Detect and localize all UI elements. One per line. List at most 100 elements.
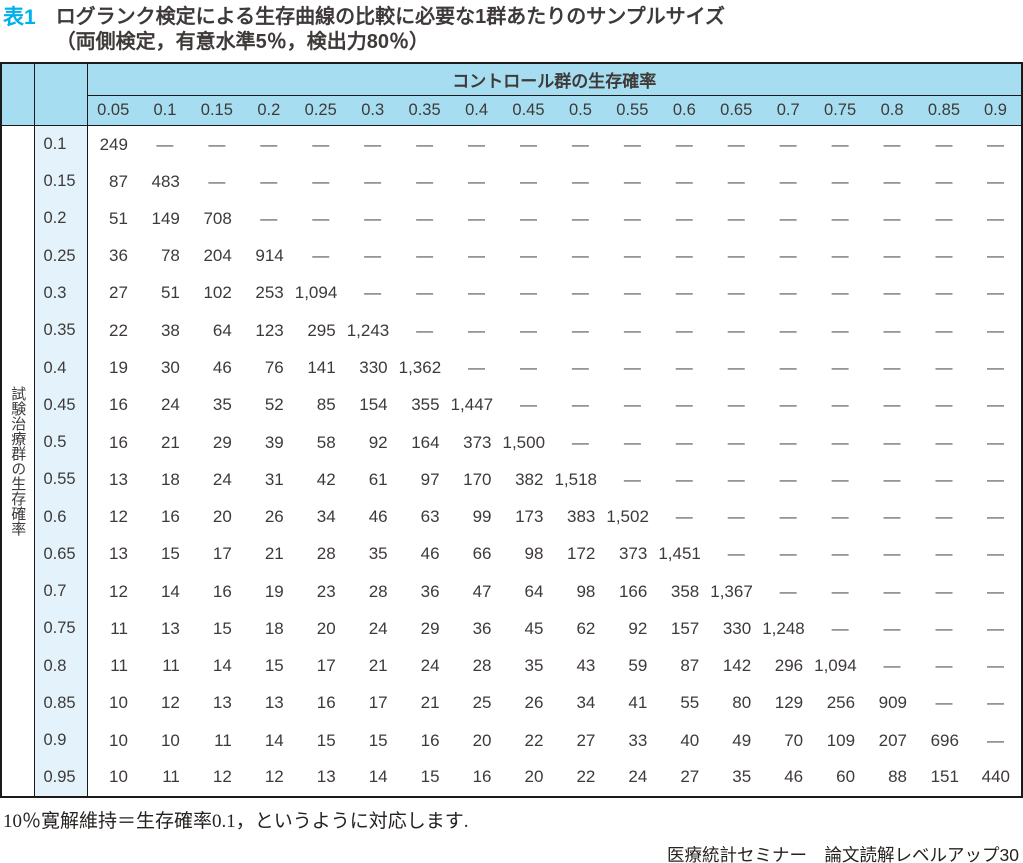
sample-size-cell: 70 [784,730,804,750]
sample-size-cell: 204 [203,246,232,266]
sample-size-cell: 24 [368,618,388,638]
empty-cell: — [727,469,745,489]
sample-size-cell: 157 [670,618,700,638]
sample-size-cell: 10 [109,767,128,787]
table-row: 0.6 12 16 20 26 34 46 63 99 173 383 1,502 — — — — — — — [1,498,1022,536]
sample-size-cell: 85 [316,395,336,415]
table-row: 0.85 10 12 13 13 16 17 21 25 26 34 41 55 80 129 256 909 —… [1,684,1022,723]
sample-size-cell: 12 [109,581,128,601]
sample-size-cell: 88 [888,767,907,787]
col-label: 0.75 [814,95,867,127]
sample-size-cell: 92 [368,432,388,452]
row-label: 0.95 [34,759,88,797]
empty-cell: — [883,581,901,601]
title-line-1: ログランク検定による生存曲線の比較に必要な1群あたりのサンプルサイズ [55,6,726,28]
sample-size-cell: 33 [628,730,648,750]
sample-size-cell: 12 [160,693,180,713]
header-row-group: コントロール群の生存確率 [1,62,1022,127]
empty-cell: — [935,544,953,564]
sample-size-table: コントロール群の生存確率 0.05 0.1 0.15 0.2 0.25 0.3 0.35 0.… [0,61,1023,798]
sample-size-cell: 355 [411,395,440,415]
empty-cell: — [675,320,693,340]
sample-size-cell: 15 [368,730,388,750]
empty-cell: — [675,358,693,377]
empty-cell: — [623,171,641,191]
empty-cell: — [831,618,849,638]
sample-size-cell: 256 [826,693,856,713]
sample-size-cell: 1,243 [346,320,390,340]
empty-cell: — [883,507,901,527]
sample-size-cell: 15 [212,618,232,638]
sample-size-cell: 253 [255,283,284,303]
empty-cell: — [935,320,953,340]
sample-size-cell: 46 [212,358,232,377]
sample-size-cell: 21 [160,432,180,452]
col-label: 0.45 [502,95,555,127]
empty-cell: — [779,134,797,154]
sample-size-cell: 10 [109,730,128,750]
sample-size-cell: 15 [420,767,440,787]
empty-cell: — [883,208,901,228]
empty-cell: — [883,656,901,676]
sample-size-cell: 440 [981,767,1010,787]
sample-size-cell: 1,447 [450,395,494,415]
credit: 医療統計セミナー 論文読解レベルアップ30 [667,844,1019,863]
sample-size-cell: 249 [99,134,128,154]
sample-size-cell: 24 [420,656,440,676]
empty-cell: — [779,507,797,527]
sample-size-cell: 45 [524,618,544,638]
empty-cell: — [675,432,693,452]
empty-cell: — [883,358,901,377]
row-label: 0.6 [34,498,88,536]
empty-cell: — [831,432,849,452]
empty-cell: — [935,395,953,415]
table-row: 試験治療群の生存確率 0.1 249 — — — — — — — — — — — — — — — — — [1,125,1022,797]
empty-cell: — [727,320,745,340]
empty-cell: — [260,171,278,191]
sample-size-cell: 29 [420,618,440,638]
sample-size-cell: 26 [264,507,284,527]
empty-cell: — [883,469,901,489]
sample-size-cell: 29 [212,432,232,452]
sample-size-cell: 207 [878,730,907,750]
empty-cell: — [831,469,849,489]
sample-size-cell: 16 [109,432,128,452]
sample-size-cell: 27 [680,767,700,787]
empty-cell: — [519,171,537,191]
sample-size-cell: 358 [670,581,700,601]
empty-cell: — [519,246,537,266]
empty-cell: — [935,134,953,154]
sample-size-cell: 164 [411,432,440,452]
empty-cell: — [675,395,693,415]
row-label: 0.15 [34,163,88,201]
sample-size-cell: 382 [515,469,544,489]
empty-cell: — [883,283,901,303]
empty-cell: — [416,171,434,191]
sample-size-cell: 11 [110,618,128,638]
empty-cell: — [364,208,382,228]
empty-cell: — [571,171,589,191]
table-row: 0.5 16 21 29 39 58 92 164 373 1,500 — — — — — — — — — [1,423,1022,462]
sample-size-cell: 18 [264,618,284,638]
table-row: 0.3 27 51 102 253 1,094 — — — — — — — — — — — — — [1,274,1022,313]
table-row: 0.7 12 14 16 19 23 28 36 47 64 98 166 358 1,367 — — — — — [1,572,1022,611]
empty-cell: — [727,544,745,564]
empty-cell: — [883,320,901,340]
empty-cell: — [779,581,797,601]
sample-size-cell: 383 [567,507,596,527]
empty-cell: — [468,320,486,340]
sample-size-cell: 22 [109,320,128,340]
table-row: 0.2 51 149 708 — — — — — — — — — — — — — — — [1,200,1022,238]
empty-cell: — [986,208,1004,228]
empty-cell: — [935,618,953,638]
sample-size-cell: 1,362 [398,358,442,377]
empty-cell: — [831,581,849,601]
empty-cell: — [935,283,953,303]
sample-size-cell: 42 [316,469,336,489]
sample-size-cell: 51 [160,283,180,303]
table-row: 0.4 19 30 46 76 141 330 1,362 — — — — — — — — — — — [1,349,1022,387]
empty-cell: — [468,171,486,191]
table-row: 0.55 13 18 24 31 42 61 97 170 382 1,518 — — — — — — — — [1,461,1022,499]
sample-size-cell: 38 [160,320,180,340]
